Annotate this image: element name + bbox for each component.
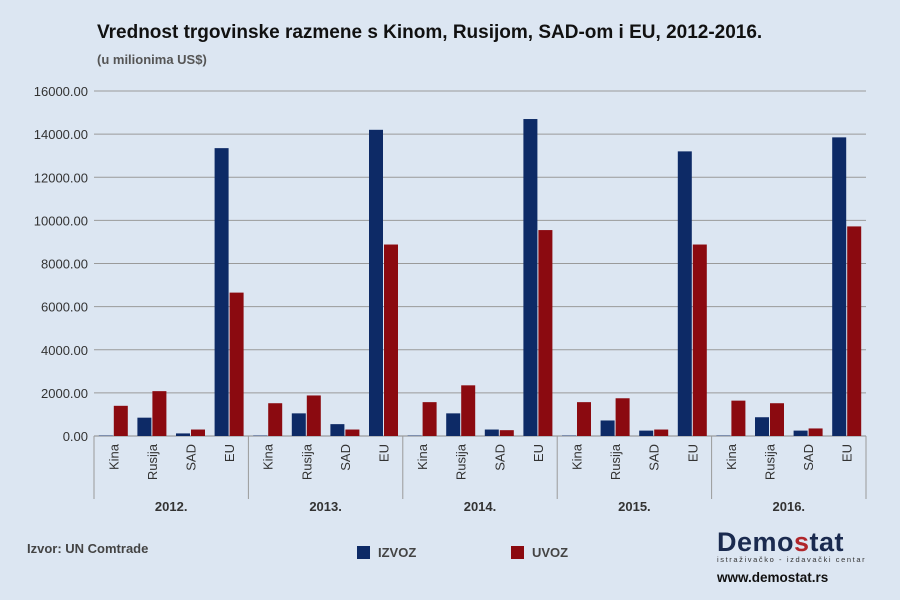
category-label: EU [685,444,700,462]
category-label: Kina [106,443,121,470]
bar-izvoz [793,430,808,436]
bar-uvoz [113,405,128,436]
y-tick-label: 2000.00 [41,386,88,401]
bar-uvoz [770,403,784,436]
bar-uvoz [577,402,591,436]
bar-uvoz [229,292,244,436]
bar-uvoz [692,244,707,436]
category-label: SAD [647,444,662,471]
y-tick-label: 6000.00 [41,300,88,315]
bar-izvoz [369,129,383,436]
bar-izvoz [214,148,229,436]
y-tick-label: 12000.00 [34,170,88,185]
y-tick-label: 10000.00 [34,213,88,228]
bar-izvoz [600,420,615,436]
bar-izvoz [832,137,847,436]
group-label: 2014. [464,499,497,514]
category-label: Kina [261,443,276,470]
group-label: 2013. [309,499,342,514]
bar-uvoz [654,429,669,436]
group-label: 2015. [618,499,651,514]
bar-uvoz [538,230,553,436]
category-label: Rusija [608,443,623,480]
group-label: 2012. [155,499,188,514]
bar-uvoz [499,430,514,436]
bar-izvoz [137,417,152,436]
category-label: SAD [184,444,199,471]
category-label: EU [222,444,237,462]
category-label: SAD [492,444,507,471]
category-label: Kina [724,443,739,470]
legend-swatch-uvoz [511,546,524,559]
bar-uvoz [461,385,476,436]
bar-izvoz [446,413,461,436]
bar-uvoz [152,391,167,436]
chart-title: Vrednost trgovinske razmene s Kinom, Rus… [97,22,763,43]
bar-uvoz [615,398,630,436]
bar-uvoz [731,400,746,436]
source-note: Izvor: UN Comtrade [27,541,149,556]
legend-swatch-izvoz [357,546,370,559]
y-tick-label: 4000.00 [41,343,88,358]
bar-izvoz [291,413,306,436]
category-label: EU [377,444,392,462]
website-url: www.demostat.rs [717,570,829,585]
category-label: Rusija [454,443,469,480]
bar-izvoz [523,119,538,436]
bar-izvoz [755,417,769,436]
bar-uvoz [191,429,205,436]
category-label: EU [531,444,546,462]
y-tick-label: 8000.00 [41,257,88,272]
category-label: Rusija [299,443,314,480]
bar-izvoz [677,151,692,436]
bar-izvoz [176,433,190,436]
logo-tagline: istraživačko - izdavački centar [717,555,867,564]
category-label: Kina [570,443,585,470]
demostat-logo: Demostat istraživačko - izdavački centar… [717,527,867,585]
category-label: SAD [338,444,353,471]
legend-item-izvoz: IZVOZ [357,545,416,560]
category-label: Kina [415,443,430,470]
legend-item-uvoz: UVOZ [511,545,568,560]
bar-uvoz [847,226,862,436]
legend-label-uvoz: UVOZ [532,545,569,560]
y-tick-label: 0.00 [63,429,88,444]
chart-subtitle: (u milionima US$) [97,52,207,67]
bar-uvoz [345,429,360,436]
bar-uvoz [306,395,321,436]
category-label: Rusija [763,443,778,480]
y-tick-label: 16000.00 [34,84,88,99]
category-label: SAD [801,444,816,471]
bar-uvoz [268,403,283,436]
bar-uvoz [808,428,823,436]
logo-wordmark: Demostat [717,527,845,557]
legend-label-izvoz: IZVOZ [378,545,417,560]
group-label: 2016. [773,499,806,514]
bar-uvoz [422,402,437,436]
bar-izvoz [639,430,654,436]
bar-uvoz [384,244,398,436]
bar-izvoz [484,429,499,436]
category-label: Rusija [145,443,160,480]
category-label: EU [840,444,855,462]
y-tick-label: 14000.00 [34,127,88,142]
bar-izvoz [330,424,345,436]
